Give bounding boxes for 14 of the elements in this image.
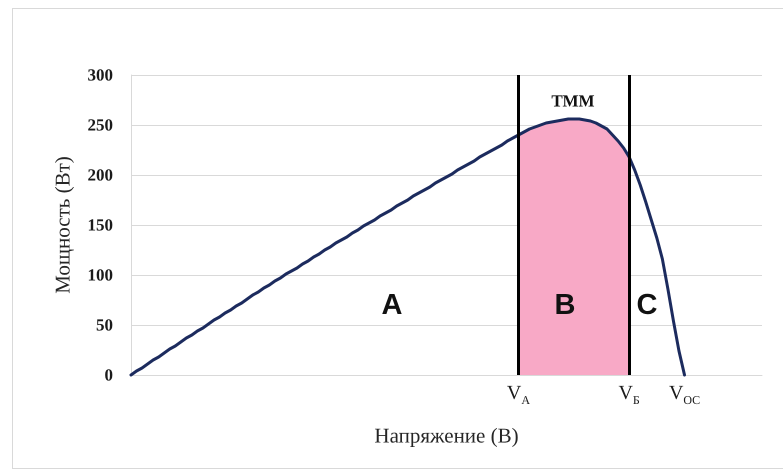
annotation: ТММ (551, 92, 595, 110)
y-tick-label: 0 (104, 366, 113, 384)
y-tick-label: 300 (88, 66, 113, 84)
annotation: C (636, 289, 658, 321)
x-axis-title: Напряжение (В) (374, 424, 519, 448)
annotation: A (382, 289, 403, 321)
y-tick-label: 250 (88, 116, 113, 134)
y-tick-label: 200 (88, 166, 113, 184)
annotation: B (554, 289, 576, 321)
y-tick-label: 150 (88, 216, 113, 234)
line-series (130, 118, 686, 376)
y-axis-title: Мощность (Вт) (50, 156, 74, 294)
y-tick-label: 100 (88, 266, 113, 284)
y-tick-label: 50 (96, 316, 113, 334)
